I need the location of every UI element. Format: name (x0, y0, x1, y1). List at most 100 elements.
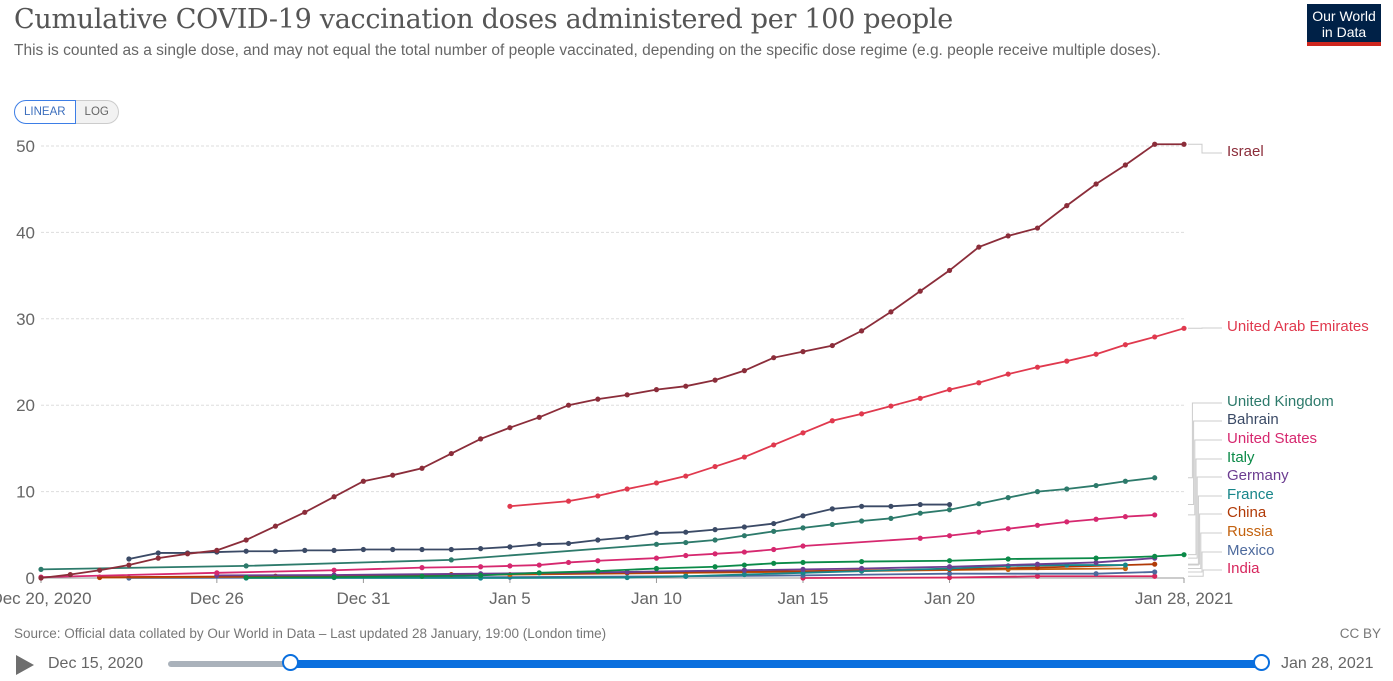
data-point-china (1152, 561, 1158, 567)
chart-title: Cumulative COVID-19 vaccination doses ad… (14, 4, 953, 35)
data-point-united-kingdom (1034, 489, 1041, 495)
data-point-united-arab-emirates (917, 395, 923, 401)
data-point-israel (946, 267, 953, 274)
legend-connector (1188, 569, 1222, 577)
timeline-selected-range[interactable] (290, 660, 1262, 668)
data-point-israel (800, 349, 806, 355)
data-point-bahrain (741, 524, 747, 530)
data-point-united-states (712, 551, 718, 557)
data-point-united-states (683, 552, 689, 559)
data-point-israel (214, 547, 220, 553)
line-chart: 0 10 20 30 40 50 Dec 20, 2020 Dec 26 Dec 31 Jan 5… (0, 137, 1233, 608)
legend-label-france[interactable]: France (1227, 486, 1274, 503)
log-scale-button[interactable]: LOG (75, 100, 119, 124)
data-point-united-kingdom (38, 566, 44, 572)
data-point-united-arab-emirates (1005, 371, 1011, 377)
legend-label-bahrain[interactable]: Bahrain (1227, 411, 1279, 428)
y-tick-label: 30 (16, 310, 35, 329)
data-point-israel (1064, 203, 1070, 209)
data-point-united-states (771, 546, 777, 553)
legend-label-united-arab-emirates[interactable]: United Arab Emirates (1227, 318, 1369, 335)
data-point-israel (67, 571, 73, 578)
data-point-israel (829, 342, 835, 349)
data-point-bahrain (771, 520, 777, 527)
data-point-bahrain (507, 544, 513, 550)
data-point-united-states (1122, 514, 1128, 520)
data-point-united-states (800, 543, 806, 549)
data-point-israel (712, 377, 718, 383)
data-point-israel (126, 562, 132, 568)
data-point-italy (653, 565, 660, 572)
data-point-israel (331, 494, 337, 500)
play-icon[interactable] (16, 655, 34, 675)
timeline-end-handle[interactable] (1253, 654, 1270, 671)
legend-label-russia[interactable]: Russia (1227, 523, 1273, 540)
legend-label-mexico[interactable]: Mexico (1227, 542, 1275, 559)
data-point-italy (243, 574, 249, 581)
data-point-united-arab-emirates (859, 411, 865, 417)
data-point-israel (741, 368, 747, 374)
data-point-france (624, 574, 630, 581)
data-point-bahrain (888, 503, 894, 509)
legend-connector (1188, 476, 1222, 559)
data-point-italy (712, 564, 718, 570)
data-point-united-kingdom (243, 563, 249, 569)
data-point-israel (272, 523, 279, 529)
data-point-bahrain (829, 506, 835, 512)
data-point-israel (1005, 233, 1011, 239)
data-point-united-arab-emirates (507, 503, 513, 509)
x-tick-label: Dec 26 (190, 589, 244, 608)
data-point-israel (302, 509, 308, 515)
license-link[interactable]: CC BY (1339, 626, 1381, 641)
data-point-united-arab-emirates (1122, 342, 1128, 348)
data-point-italy (419, 573, 425, 579)
linear-scale-button[interactable]: LINEAR (14, 100, 76, 124)
logo-line2: in Data (1321, 24, 1367, 40)
series-line-israel (40, 143, 1184, 579)
data-point-bahrain (595, 537, 601, 543)
data-point-israel (653, 387, 660, 393)
data-point-united-states (1034, 522, 1041, 528)
timeline-track[interactable] (168, 661, 290, 667)
legend-connector (1188, 495, 1222, 566)
data-point-italy (771, 560, 777, 566)
timeline-start-handle[interactable] (282, 654, 299, 671)
legend-label-china[interactable]: China (1227, 504, 1267, 521)
legend-label-israel[interactable]: Israel (1227, 143, 1264, 160)
data-point-mexico (946, 571, 953, 577)
data-point-united-arab-emirates (946, 387, 953, 393)
data-point-israel (1122, 162, 1128, 168)
legend-label-india[interactable]: India (1227, 560, 1260, 577)
data-point-bahrain (419, 546, 425, 553)
data-point-india (946, 574, 953, 581)
legend-label-united-kingdom[interactable]: United Kingdom (1227, 393, 1334, 410)
legend-label-united-states[interactable]: United States (1227, 430, 1318, 447)
data-point-united-arab-emirates (1093, 351, 1099, 357)
legend-label-italy[interactable]: Italy (1227, 449, 1255, 466)
legend-connector (1188, 420, 1222, 506)
data-point-united-states (741, 549, 747, 555)
x-tick-label: Jan 10 (631, 589, 682, 608)
legend-label-germany[interactable]: Germany (1227, 467, 1289, 484)
data-point-france (1122, 562, 1128, 568)
data-point-united-kingdom (917, 510, 923, 516)
data-point-israel (184, 551, 191, 557)
data-point-israel (624, 392, 630, 398)
data-point-israel (360, 478, 366, 484)
data-point-bahrain (478, 546, 484, 552)
data-point-united-arab-emirates (565, 498, 572, 504)
data-point-israel (976, 244, 982, 250)
y-tick-label: 40 (16, 223, 35, 242)
data-point-united-kingdom (741, 533, 747, 539)
data-point-italy (331, 574, 337, 580)
y-tick-label: 10 (16, 483, 35, 502)
data-point-israel (595, 396, 601, 402)
legend-connector (1188, 458, 1222, 556)
data-point-bahrain (331, 547, 337, 553)
data-point-italy (1093, 555, 1099, 561)
data-point-united-arab-emirates (888, 403, 894, 409)
owid-logo[interactable]: Our World in Data (1307, 4, 1381, 46)
data-point-bahrain (448, 546, 454, 553)
data-point-italy (1181, 552, 1187, 558)
data-point-israel (38, 575, 44, 581)
